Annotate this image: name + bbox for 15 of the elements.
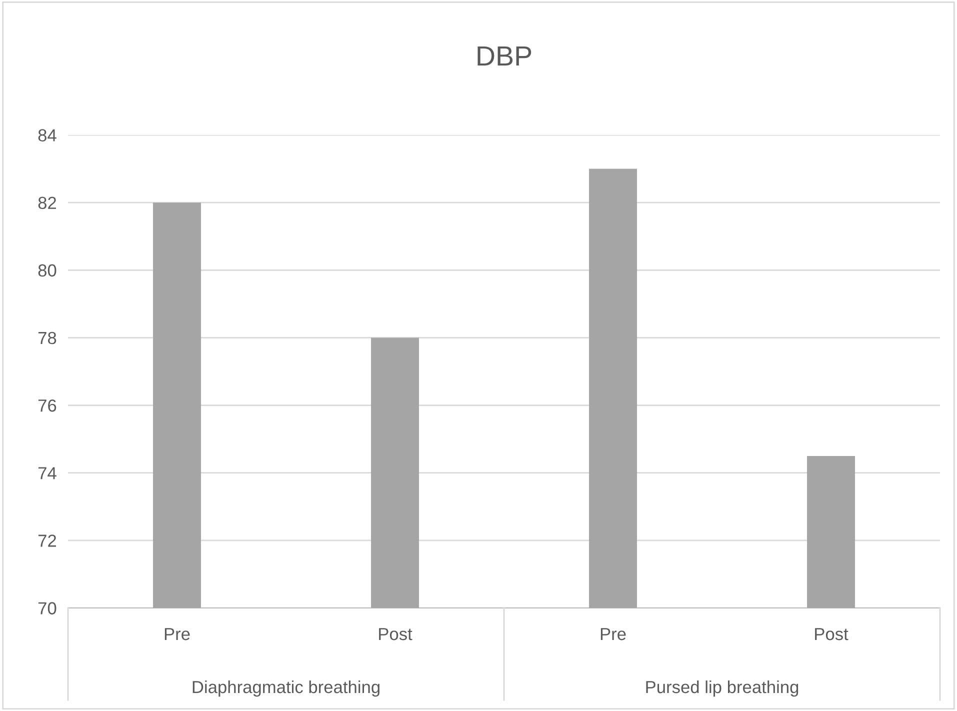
y-tick-label: 70 <box>38 602 56 614</box>
x-tick-label: Post <box>379 628 412 640</box>
x-tick-label: Pre <box>164 628 190 640</box>
x-tick-label: Post <box>815 628 848 640</box>
y-tick-label: 84 <box>38 129 56 142</box>
text: Diaphragmatic breathing <box>192 680 380 697</box>
y-tick-label: 76 <box>38 399 56 412</box>
chart-title: DBP <box>478 46 532 66</box>
y-tick-label: 74 <box>38 467 56 480</box>
y-tick-label: 72 <box>38 534 56 547</box>
y-tick-label: 82 <box>38 196 56 210</box>
x-tick-label: Pre <box>600 628 626 640</box>
text: Pursed lip breathing <box>646 680 798 697</box>
y-tick-label: 78 <box>38 332 56 344</box>
y-tick-label: 80 <box>38 264 56 277</box>
